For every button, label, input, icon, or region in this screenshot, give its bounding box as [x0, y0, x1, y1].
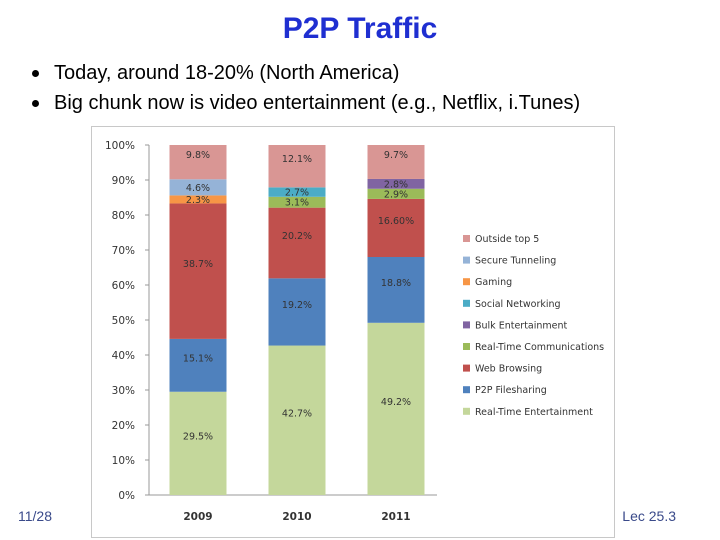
legend-label: Real-Time Communications [475, 342, 604, 353]
legend-swatch [463, 321, 470, 329]
bar-segment [367, 198, 425, 257]
data-label: 16.60% [378, 216, 414, 227]
legend-label: Web Browsing [475, 364, 542, 375]
data-label: 3.1% [285, 198, 309, 209]
bar-segment [268, 345, 326, 495]
legend-label: Social Networking [475, 299, 561, 310]
y-tick-label: 90% [112, 175, 135, 187]
bar-segment [169, 195, 227, 204]
legend-label: Secure Tunneling [475, 256, 556, 267]
bar-segment [169, 179, 227, 196]
data-label: 9.7% [384, 150, 408, 161]
data-label: 29.5% [183, 431, 213, 442]
bar-segment [169, 145, 227, 180]
footer-lecture-number: Lec 25.3 [622, 508, 676, 524]
bar-segment [169, 338, 227, 392]
y-tick-label: 80% [112, 210, 135, 222]
legend-label: Real-Time Entertainment [475, 407, 593, 418]
data-label: 12.1% [282, 154, 312, 165]
bullet-item: Big chunk now is video entertainment (e.… [30, 88, 580, 118]
data-label: 2.8% [384, 179, 408, 190]
data-label: 2.3% [186, 195, 210, 206]
bar-segment [268, 207, 326, 279]
bar-segment [367, 322, 425, 495]
bar-segment [169, 203, 227, 339]
x-tick-label: 2011 [381, 511, 410, 523]
bar-segment [268, 196, 326, 208]
chart-frame: 0% 10% 20% 30% 40% 50% 60% 70% 80% 90% 100% 29.5% 15… [91, 126, 615, 538]
bullet-item: Today, around 18-20% (North America) [30, 58, 580, 88]
y-tick-label: 10% [112, 455, 135, 467]
bar-segment [268, 278, 326, 346]
stacked-bar-chart: 0% 10% 20% 30% 40% 50% 60% 70% 80% 90% 100% 29.5% 15… [105, 140, 604, 523]
data-label: 2.9% [384, 189, 408, 200]
bullet-list: Today, around 18-20% (North America) Big… [30, 58, 580, 118]
bar-segment [268, 145, 326, 188]
legend-label: Outside top 5 [475, 234, 539, 245]
bar-segment [268, 187, 326, 197]
y-tick-label: 0% [118, 490, 135, 502]
footer-date: 11/28 [18, 508, 52, 524]
bar-segment [367, 188, 425, 199]
bar-segment [367, 178, 425, 189]
data-label: 15.1% [183, 353, 213, 364]
x-tick-label: 2010 [282, 511, 311, 523]
legend-label: Bulk Entertainment [475, 320, 568, 331]
data-label: 19.2% [282, 300, 312, 311]
y-tick-label: 40% [112, 350, 135, 362]
bar-segment [169, 391, 227, 495]
legend-swatch [463, 364, 470, 372]
legend-label: Gaming [475, 277, 512, 288]
bar-segment [367, 145, 425, 179]
legend-swatch [463, 407, 470, 415]
legend-swatch [463, 299, 470, 307]
data-label: 42.7% [282, 408, 312, 419]
bar-segment [367, 257, 425, 323]
data-label: 2.7% [285, 188, 309, 199]
data-label: 4.6% [186, 183, 210, 194]
y-tick-label: 100% [105, 140, 135, 152]
data-label: 38.7% [183, 259, 213, 270]
data-label: 20.2% [282, 231, 312, 242]
y-tick-label: 50% [112, 315, 135, 327]
legend-swatch [463, 343, 470, 350]
x-tick-label: 2009 [183, 511, 212, 523]
legend-swatch [463, 386, 470, 394]
y-tick-label: 60% [112, 280, 135, 292]
legend-swatch [463, 256, 470, 264]
legend-label: P2P Filesharing [475, 385, 547, 396]
data-label: 18.8% [381, 278, 411, 289]
y-tick-label: 30% [112, 385, 135, 397]
y-tick-label: 20% [112, 420, 135, 432]
legend-swatch [463, 235, 470, 242]
y-tick-label: 70% [112, 245, 135, 257]
slide-title: P2P Traffic [282, 12, 438, 45]
data-label: 49.2% [381, 397, 411, 408]
data-label: 9.8% [186, 150, 210, 161]
legend-swatch [463, 278, 470, 286]
